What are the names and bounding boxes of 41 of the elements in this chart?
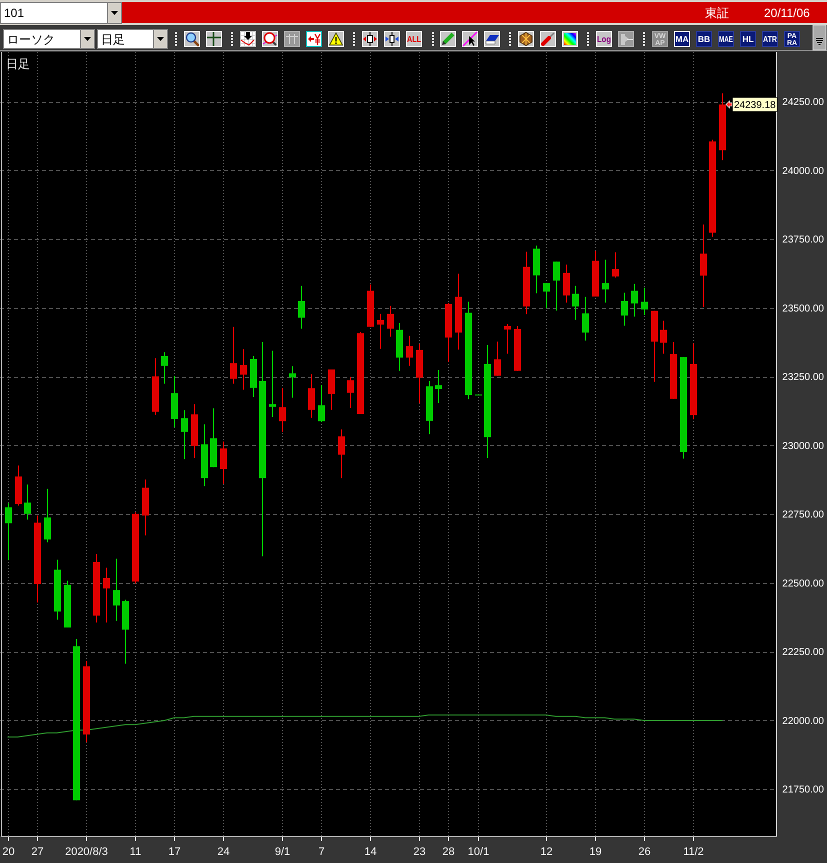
text: ATR (763, 34, 780, 44)
x-tick-label: 14 (364, 846, 377, 858)
text: HL (742, 34, 754, 44)
x-tick-label: 11 (130, 846, 142, 858)
x-tick-label: 20 (2, 846, 15, 858)
annotation: 日足 (6, 57, 30, 71)
y-tick-label: 23750.00 (782, 234, 824, 246)
text: Log (597, 34, 613, 44)
text: 20/11/06 (764, 6, 810, 20)
x-tick-label: 28 (442, 846, 455, 858)
x-tick-label: 12 (540, 846, 553, 858)
y-tick-label: 23000.00 (782, 440, 824, 452)
x-tick-label: 26 (638, 846, 651, 858)
x-tick-label: 23 (413, 846, 426, 858)
x-tick-label: 10/1 (468, 846, 490, 858)
x-tick-label: 9/1 (274, 846, 290, 858)
x-tick-label: 27 (31, 846, 44, 858)
x-tick-label: 11/2 (683, 846, 704, 858)
y-tick-label: 22500.00 (782, 578, 824, 590)
text: ALL (407, 34, 424, 44)
y-tick-label: 23500.00 (782, 303, 824, 314)
y-tick-label: 21750.00 (782, 784, 824, 796)
text: MA (675, 34, 689, 44)
text: ローソク (7, 32, 55, 46)
x-tick-label: 2020/8/3 (65, 846, 108, 858)
y-tick-label: 22000.00 (782, 716, 824, 727)
line-series (7, 714, 723, 738)
y-tick-label: 22750.00 (782, 510, 824, 521)
text: BB (698, 34, 710, 44)
y-tick-label: 23250.00 (782, 372, 824, 384)
text: 101 (4, 6, 24, 20)
x-tick-label: 24 (217, 846, 230, 858)
text: MAE (719, 34, 738, 44)
text: 東証 (705, 6, 729, 20)
x-tick-label: 7 (318, 846, 325, 858)
x-tick-label: 19 (589, 846, 602, 858)
y-tick-label: 24000.00 (782, 166, 824, 177)
y-tick-label: 22250.00 (782, 647, 824, 658)
x-tick-label: 17 (168, 846, 181, 858)
y-tick-label: 24250.00 (782, 97, 824, 108)
text: 日足 (101, 32, 125, 46)
